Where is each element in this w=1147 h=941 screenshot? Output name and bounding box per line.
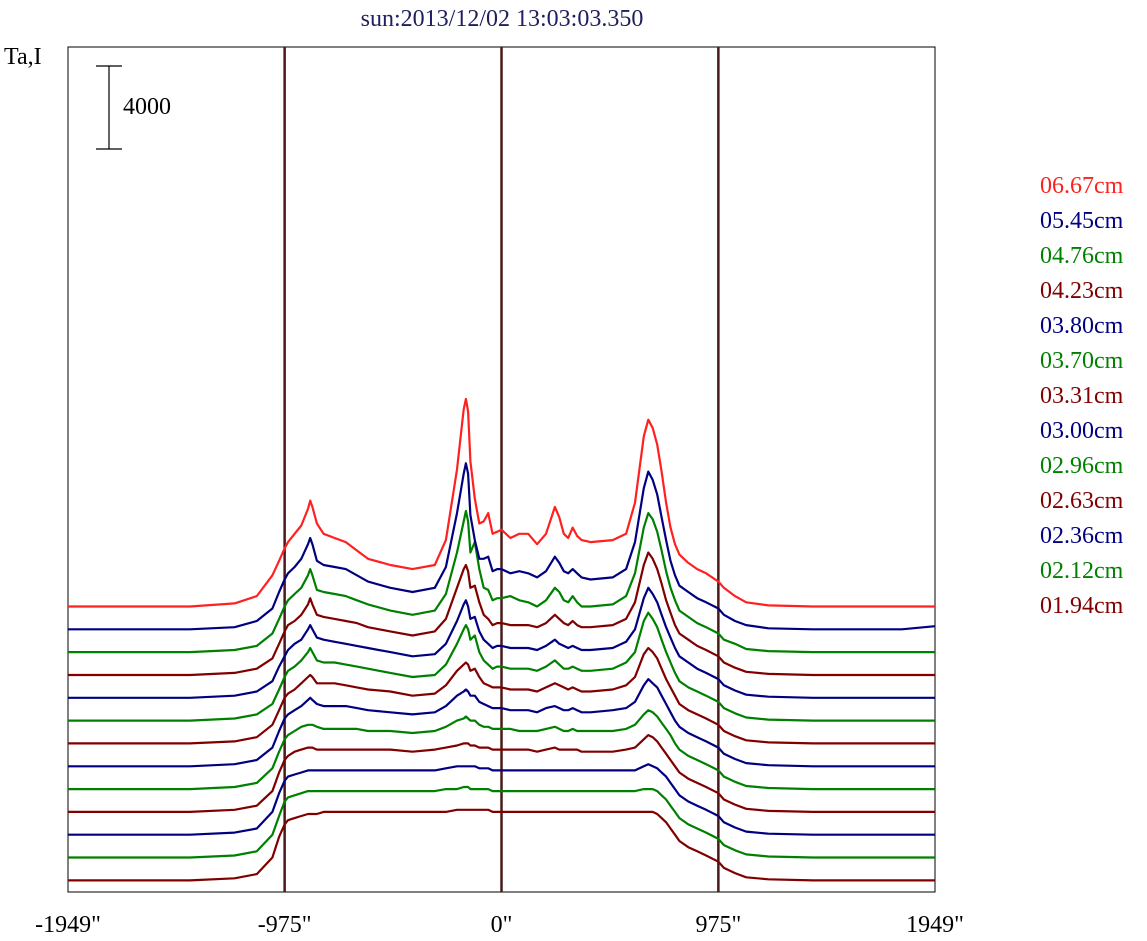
scale-bar: 4000 [96,65,171,150]
legend-item: 03.31cm [1040,383,1124,409]
series-line-03.00cm [68,677,935,768]
legend-item: 02.12cm [1040,558,1124,584]
legend: 06.67cm 05.45cm 04.76cm 04.23cm 03.80cm 03.70… [1040,173,1124,619]
legend-item: 03.70cm [1040,348,1124,374]
x-tick-label: 975" [695,912,741,938]
series-line-03.31cm [68,646,935,745]
series-line-02.96cm [68,709,935,791]
series-line-06.67cm [68,397,935,608]
series-line-05.45cm [68,462,936,631]
y-axis-label: Ta,I [4,44,42,70]
legend-item: 04.23cm [1040,278,1124,304]
legend-item: 03.00cm [1040,418,1124,444]
x-tick-labels: -1949" -975" 0" 975" 1949" [35,912,964,938]
series-line-02.63cm [68,733,935,814]
x-tick-label: 0" [491,912,513,938]
x-tick-label: -1949" [35,912,101,938]
reference-lines [283,47,720,892]
chart-title: sun:2013/12/02 13:03:03.350 [361,6,644,32]
legend-item: 06.67cm [1040,173,1124,199]
series-line-03.70cm [68,611,935,722]
series-line-01.94cm [68,808,935,882]
legend-item: 03.80cm [1040,313,1124,339]
legend-item: 01.94cm [1040,593,1124,619]
series-group [68,397,936,882]
legend-item: 02.36cm [1040,523,1124,549]
series-line-02.12cm [68,785,935,859]
scale-bar-label: 4000 [123,94,171,120]
series-line-04.23cm [68,551,935,677]
x-tick-label: -975" [258,912,312,938]
x-tick-label: 1949" [906,912,964,938]
series-line-03.80cm [68,586,935,699]
legend-item: 04.76cm [1040,243,1124,269]
series-line-04.76cm [68,509,935,654]
legend-item: 02.96cm [1040,453,1124,479]
legend-item: 02.63cm [1040,488,1124,514]
series-line-02.36cm [68,763,935,836]
legend-item: 05.45cm [1040,208,1124,234]
